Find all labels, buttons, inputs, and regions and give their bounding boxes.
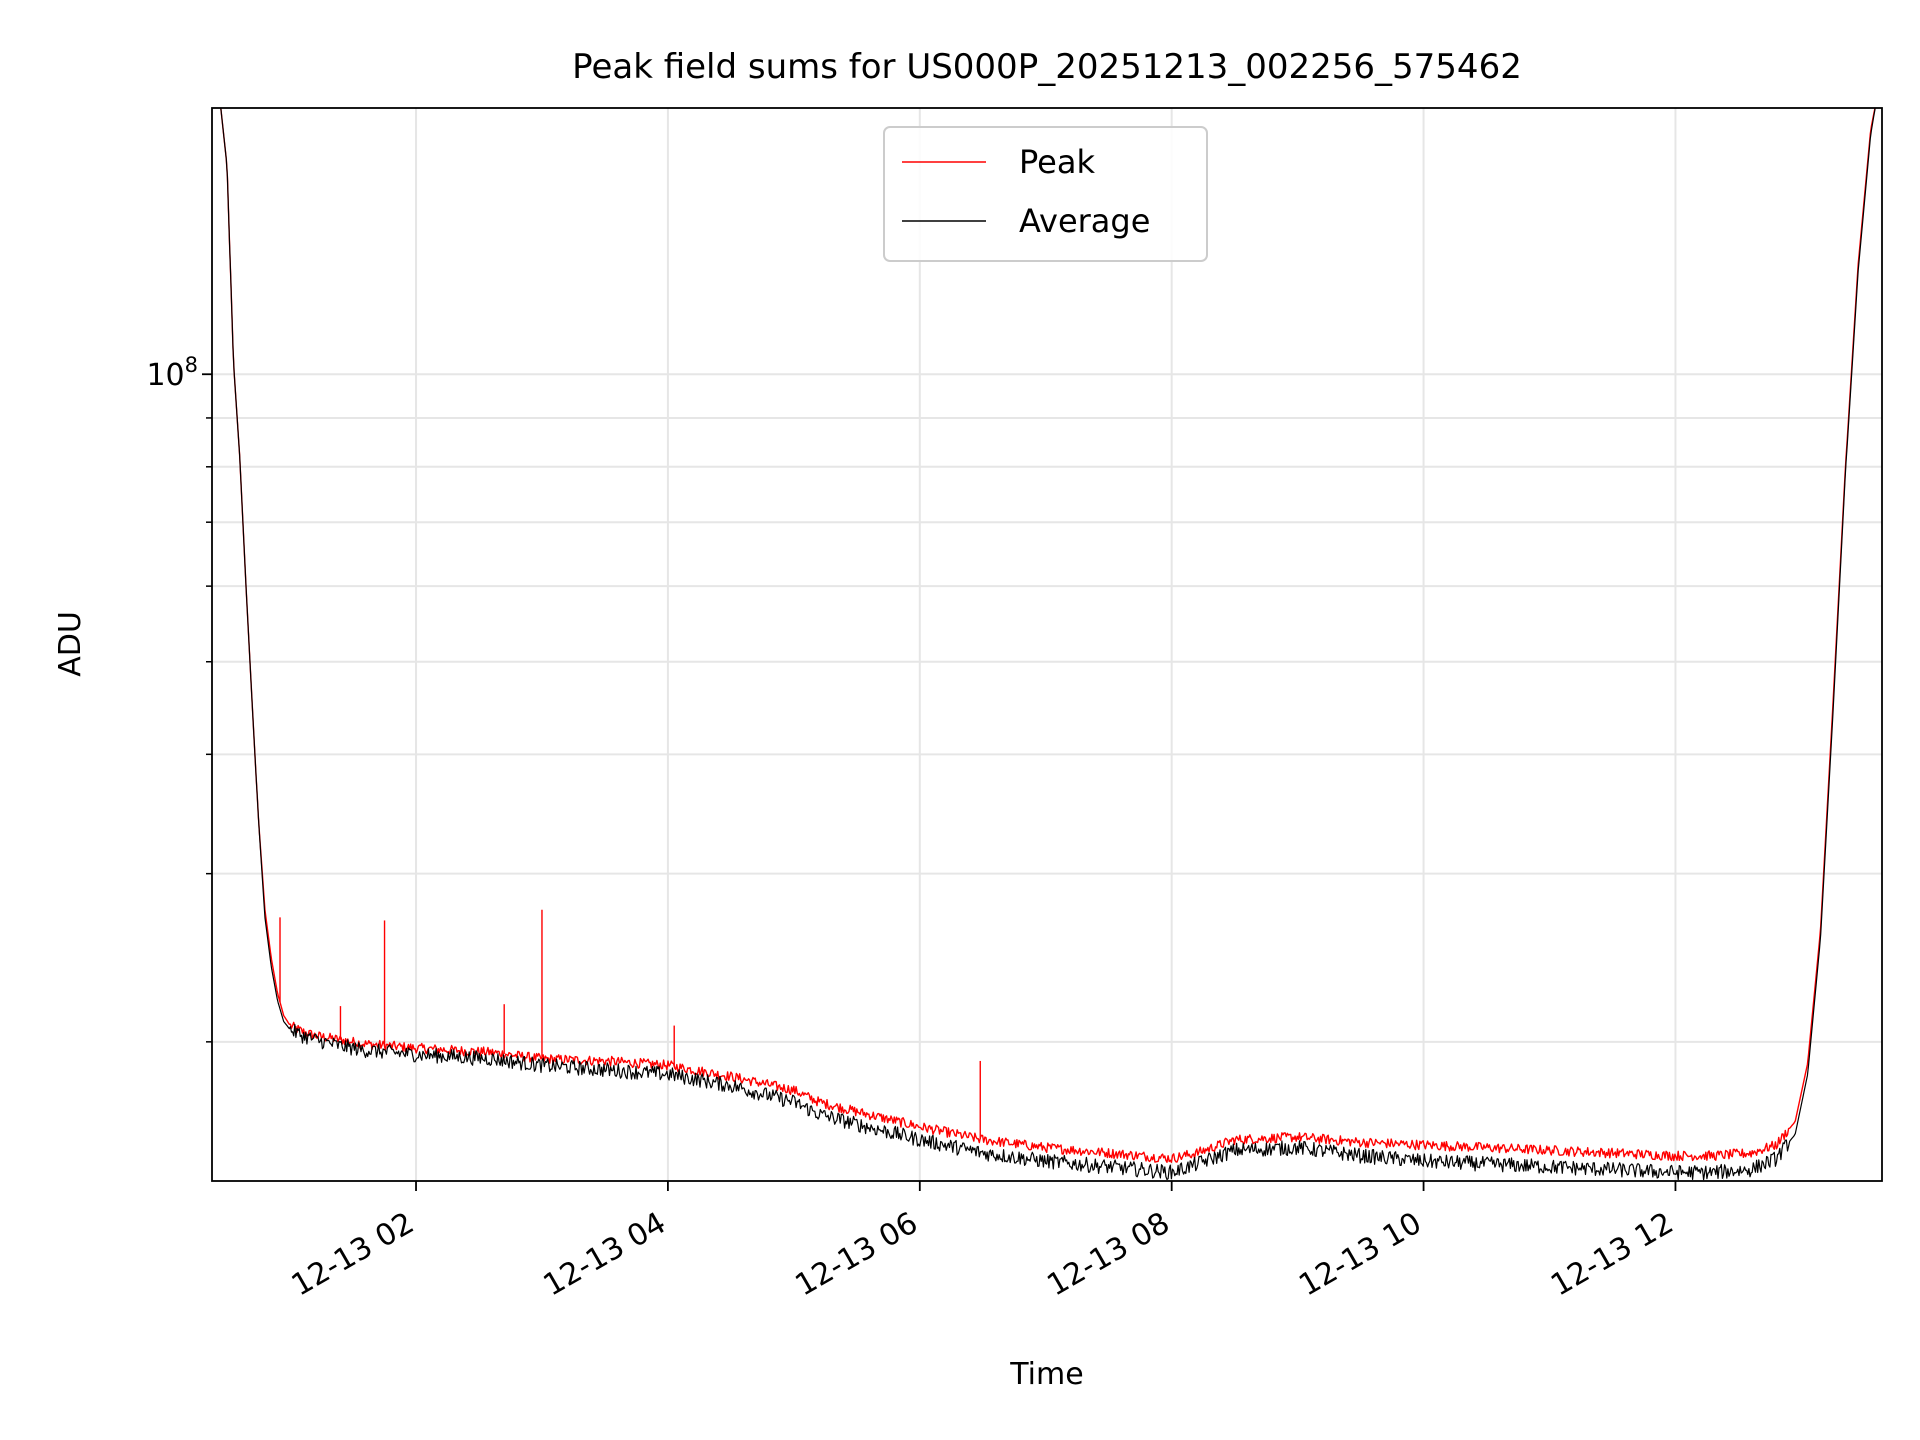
- y-tick-label: 108: [146, 353, 198, 393]
- legend: Peak Average: [883, 126, 1208, 262]
- legend-label-peak: Peak: [1019, 143, 1095, 181]
- y-axis-label: ADU: [53, 611, 88, 677]
- legend-box: [883, 126, 1208, 262]
- y-axis: 108: [146, 353, 212, 1043]
- series-line-peak: [220, 108, 1876, 1164]
- series-layer: [220, 108, 1876, 1181]
- grid: [212, 108, 1882, 1181]
- plot-frame: [211, 107, 1883, 1182]
- series-line-average: [220, 108, 1876, 1181]
- x-axis-label: Time: [1009, 1357, 1083, 1392]
- chart-title: Peak field sums for US000P_20251213_0022…: [572, 47, 1522, 87]
- legend-label-average: Average: [1019, 202, 1150, 240]
